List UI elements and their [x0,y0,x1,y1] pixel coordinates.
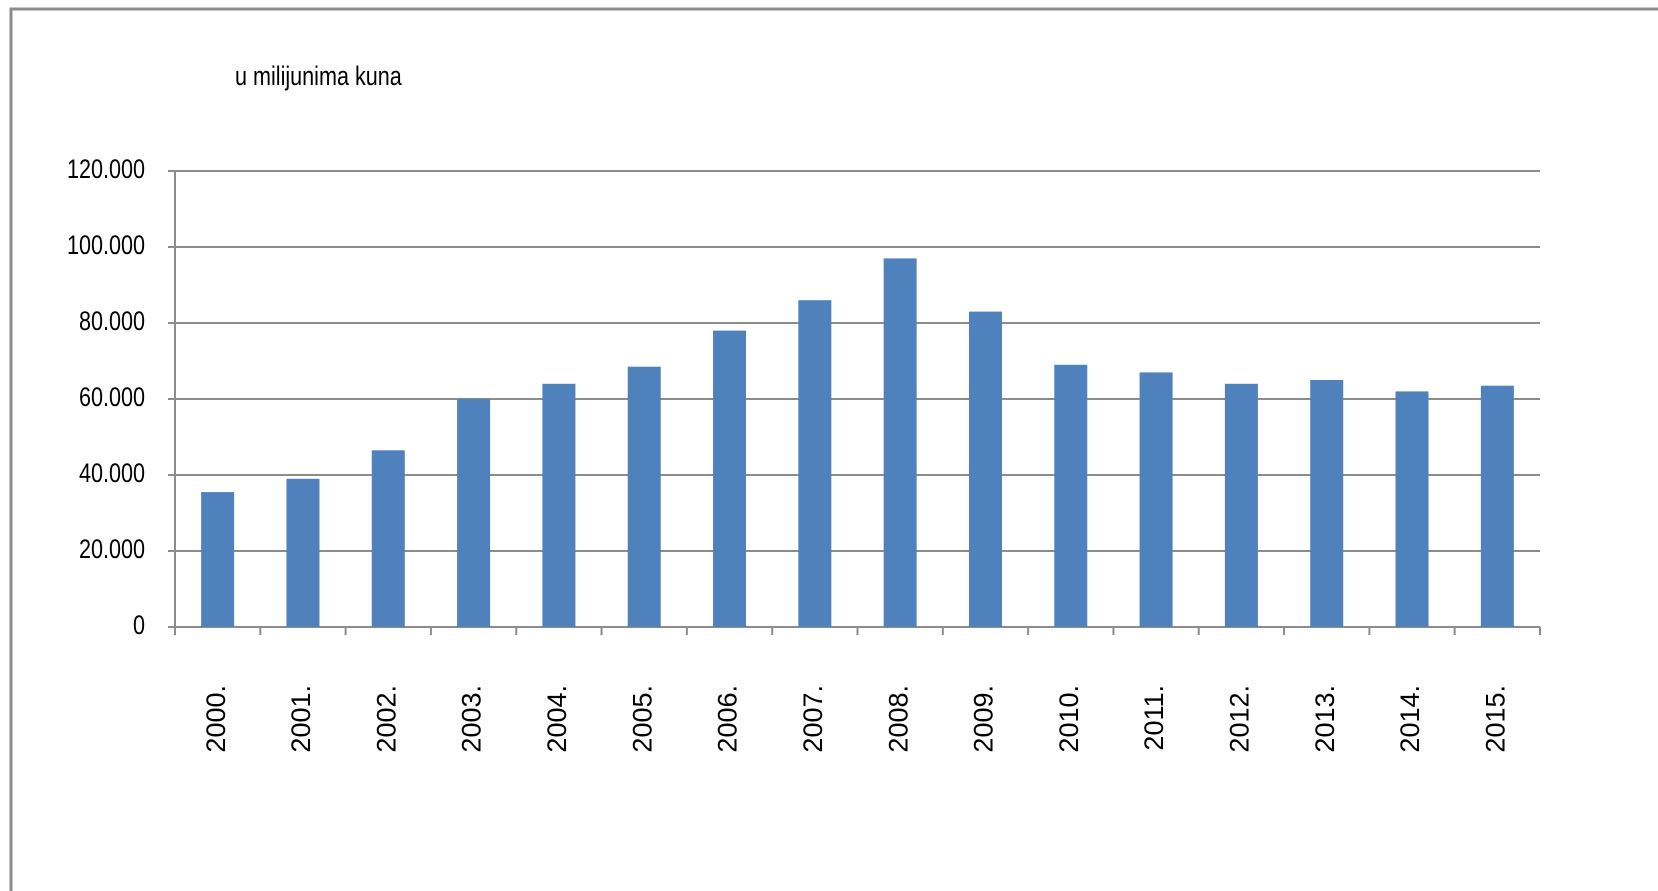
bar [1224,383,1258,627]
bar [968,311,1002,627]
x-tick-label: 2000. [201,685,231,753]
x-tick-label: 2005. [627,685,657,753]
y-tick-label: 60.000 [79,383,145,413]
y-tick-label: 20.000 [79,535,145,565]
x-tick-label: 2014. [1395,685,1425,753]
x-tick-label: 2007. [798,685,828,753]
bar [798,300,832,627]
bar [457,399,491,627]
y-tick-label: 80.000 [79,307,145,337]
bar [1139,372,1173,627]
bar [1054,364,1088,627]
bar [201,492,235,627]
x-tick-label: 2002. [371,685,401,753]
y-tick-label: 100.000 [67,231,145,261]
y-tick-label: 40.000 [79,459,145,489]
x-tick-label: 2004. [542,685,572,753]
x-tick-label: 2011. [1139,685,1169,751]
bar [371,450,405,627]
x-tick-label: 2008. [883,685,913,753]
x-tick-label: 2013. [1310,685,1340,753]
chart-subtitle: u milijunima kuna [235,62,402,92]
x-tick-label: 2003. [457,685,487,753]
bar [1310,380,1344,627]
y-tick-label: 0 [133,611,145,641]
bar [286,478,320,627]
bar [713,330,747,627]
bar [1480,385,1514,627]
x-tick-label: 2009. [969,685,999,753]
bar [627,366,661,627]
x-tick-label: 2012. [1225,685,1255,753]
chart-frame [9,7,1658,891]
bar [883,258,917,627]
x-tick-label: 2006. [713,685,743,753]
bar [542,383,576,627]
bar [1395,391,1429,627]
x-tick-label: 2001. [286,685,316,753]
x-tick-label: 2015. [1480,685,1510,753]
y-tick-label: 120.000 [67,155,145,185]
x-tick-label: 2010. [1054,685,1084,753]
